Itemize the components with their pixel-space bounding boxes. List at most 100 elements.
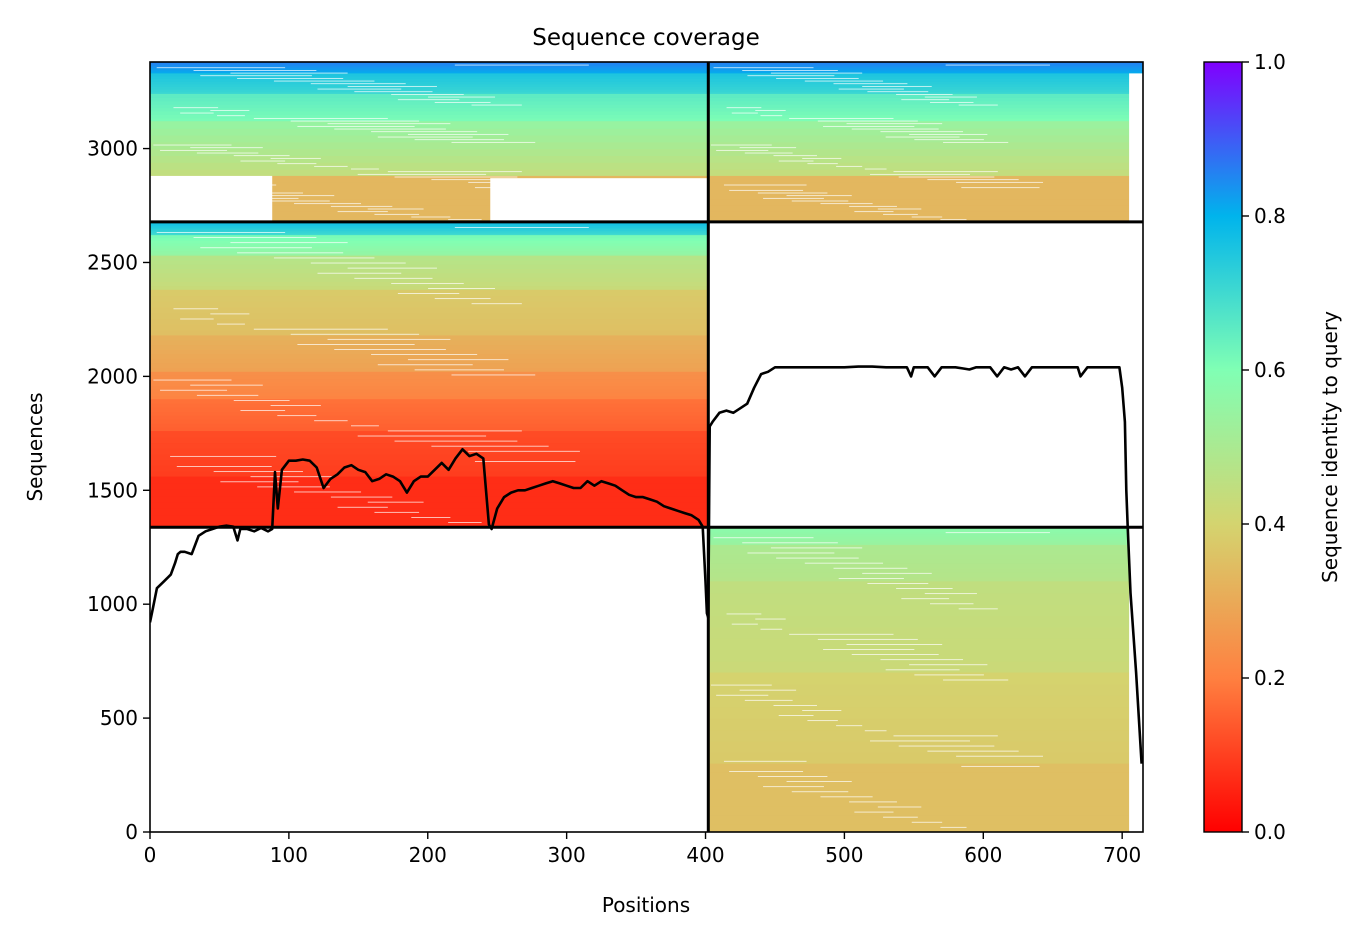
row-gap	[870, 740, 970, 742]
row-gap	[240, 160, 286, 162]
row-gap	[270, 405, 321, 406]
y-axis-ticks: 0 500 1000 1500 2000 2500 3000	[87, 137, 150, 844]
row-gap	[956, 181, 1044, 183]
row-gap	[851, 654, 939, 655]
row-gap	[802, 710, 842, 711]
heatmap-cell	[150, 388, 709, 393]
heatmap-cell	[708, 104, 1143, 109]
heatmap-cell	[150, 453, 709, 461]
heatmap-cell	[708, 63, 1143, 66]
row-gap	[257, 200, 330, 202]
heatmap-cell	[708, 88, 1143, 92]
heatmap-cell	[150, 295, 709, 302]
row-gap	[854, 211, 894, 213]
row-gap	[170, 455, 277, 457]
heatmap-cell	[708, 69, 1143, 72]
heatmap-cell	[150, 371, 709, 376]
chart-title: Sequence coverage	[532, 25, 760, 51]
row-gap	[716, 694, 769, 696]
row-gap	[407, 133, 509, 135]
heatmap-cell	[150, 427, 709, 432]
block-middle-left	[150, 221, 709, 528]
row-gap	[451, 141, 536, 143]
heatmap-cell	[708, 740, 1143, 753]
row-gap	[807, 720, 838, 722]
heatmap-cell	[708, 70, 1143, 73]
row-gap	[190, 384, 263, 386]
heatmap-cell	[150, 63, 709, 66]
heatmap-cell	[708, 148, 1143, 157]
row-gap	[763, 197, 824, 199]
heatmap-cell	[150, 407, 709, 412]
heatmap-cell	[708, 67, 1143, 70]
row-gap	[789, 117, 894, 119]
row-gap	[310, 83, 406, 85]
row-gap	[838, 88, 904, 90]
heatmap-cell	[150, 508, 709, 516]
row-gap	[371, 354, 478, 356]
row-gap	[867, 583, 929, 584]
heatmap-cell	[150, 100, 709, 105]
heatmap-cell	[708, 615, 1143, 628]
heatmap-cell	[150, 255, 709, 261]
heatmap-cell	[708, 604, 1143, 617]
row-gap	[924, 96, 977, 98]
row-gap	[330, 496, 393, 498]
heatmap-cell	[708, 187, 1143, 194]
heatmap-cell	[708, 71, 1143, 74]
heatmap-cell	[708, 572, 1143, 578]
heatmap-cell	[150, 141, 709, 150]
row-gap	[914, 674, 984, 676]
heatmap-cell	[708, 210, 1143, 217]
heatmap-cell	[708, 86, 1143, 90]
row-gap	[961, 765, 1040, 767]
row-gap	[914, 139, 984, 141]
row-gap	[253, 117, 388, 119]
row-gap	[193, 69, 317, 71]
row-gap	[770, 72, 863, 74]
colorbar-tick-label: 0.0	[1254, 820, 1286, 844]
row-gap	[877, 208, 922, 210]
row-gap	[317, 88, 402, 90]
heatmap-cell	[708, 531, 1143, 535]
row-gap	[877, 806, 922, 808]
row-gap	[153, 144, 232, 146]
x-tick-label: 300	[548, 843, 586, 867]
row-gap	[377, 136, 473, 138]
heatmap-cell	[150, 285, 709, 291]
row-gap	[350, 425, 379, 427]
y-tick-label: 500	[100, 706, 138, 730]
row-gap	[739, 689, 797, 691]
heatmap-cell	[150, 385, 709, 390]
row-gap	[448, 522, 482, 523]
row-gap	[849, 801, 897, 803]
heatmap-cell	[150, 476, 709, 484]
block-bottom-right	[708, 527, 1143, 832]
row-gap	[880, 131, 964, 133]
heatmap-cell	[150, 442, 709, 449]
heatmap-cell	[708, 772, 1143, 782]
heatmap-cell	[708, 100, 1143, 105]
heatmap-cell	[150, 268, 709, 274]
row-gap	[240, 410, 286, 411]
row-gap	[394, 440, 518, 442]
row-gap	[726, 613, 762, 615]
row-gap	[327, 338, 451, 340]
heatmap-cell	[708, 540, 1143, 544]
heatmap-cell	[708, 66, 1143, 69]
row-gap	[314, 165, 348, 167]
heatmap-cell	[150, 110, 709, 115]
heatmap-cell	[150, 175, 709, 183]
heatmap-cell	[150, 448, 709, 455]
gap-region	[490, 178, 709, 222]
row-gap	[468, 450, 580, 452]
heatmap-cell	[708, 110, 1143, 115]
row-gap	[789, 633, 894, 635]
y-axis-label: Sequences	[23, 392, 47, 501]
row-gap	[716, 149, 769, 151]
heatmap-cell	[150, 411, 709, 416]
row-gap	[883, 816, 918, 818]
row-gap	[958, 608, 998, 610]
row-gap	[431, 445, 549, 447]
row-gap	[773, 155, 817, 157]
